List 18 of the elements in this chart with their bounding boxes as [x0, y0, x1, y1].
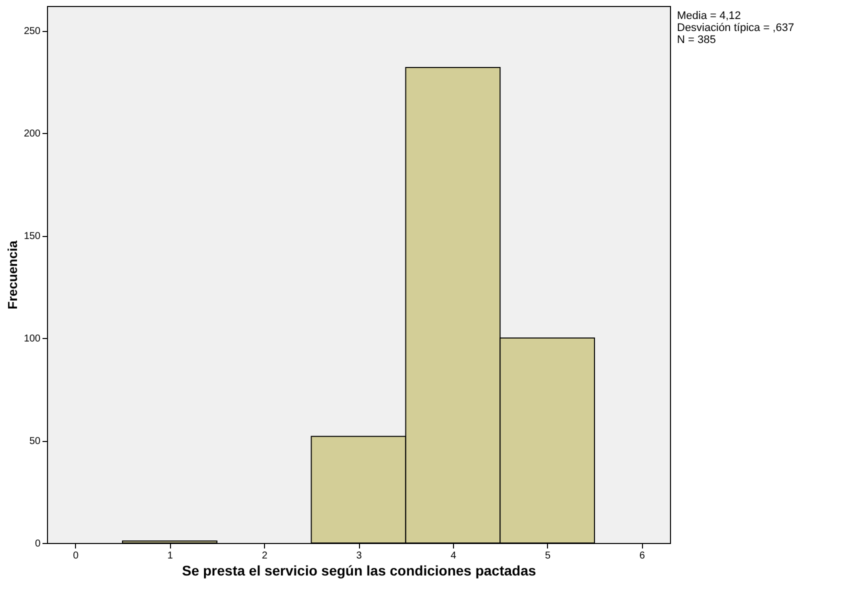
y-tick-label: 0: [34, 538, 41, 550]
x-tick-label: 2: [262, 550, 268, 562]
y-tick-label: 50: [29, 436, 41, 448]
text: N = 385: [677, 34, 716, 46]
x-tick-label: 4: [450, 550, 457, 562]
text: Desviación típica = ,637: [677, 22, 794, 34]
y-tick-label: 150: [24, 231, 41, 242]
x-tick-label: 1: [167, 550, 174, 562]
y-axis-title: Frecuencia: [4, 240, 20, 310]
x-tick-label: 3: [356, 550, 362, 562]
x-tick-label: 0: [73, 550, 80, 562]
y-tick-label: 200: [24, 128, 41, 140]
x-tick-label: 6: [639, 550, 646, 562]
x-tick-label: 5: [545, 550, 552, 562]
y-tick-label: 100: [24, 334, 41, 345]
y-tick-label: 250: [24, 26, 41, 38]
x-axis-title: Se presta el servicio según las condiciones pactadas: [182, 562, 536, 578]
text: Media = 4,12: [677, 10, 741, 22]
